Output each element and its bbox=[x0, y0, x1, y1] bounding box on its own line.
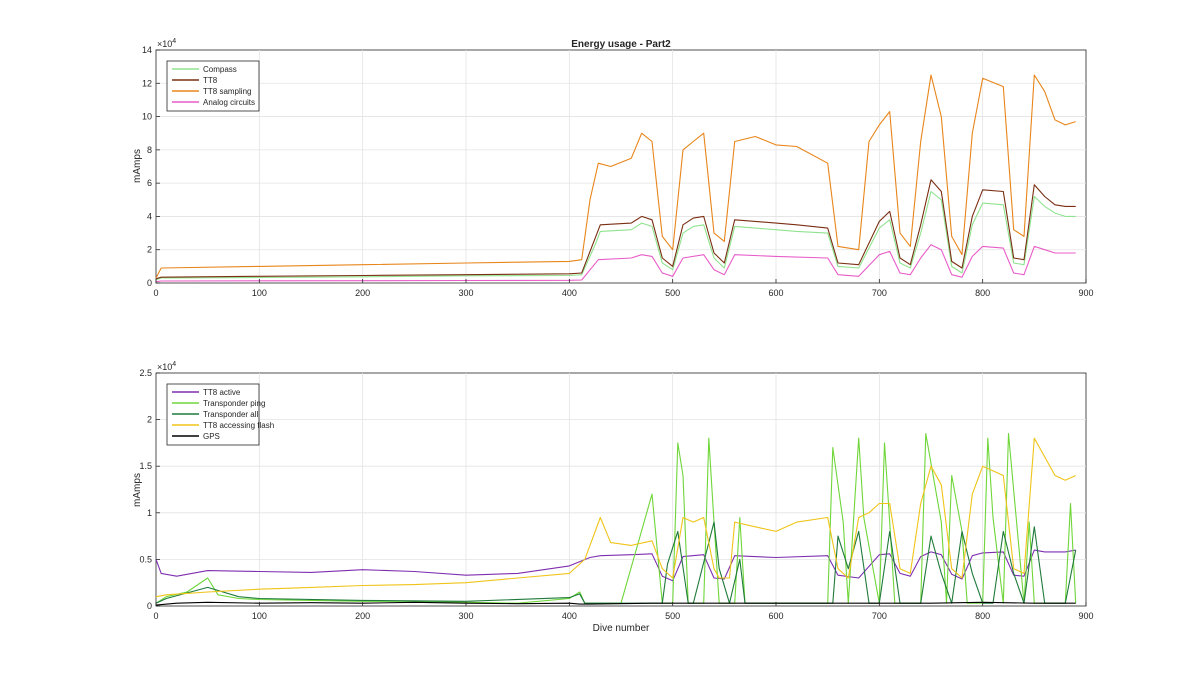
legend-label-tt8-sampling: TT8 sampling bbox=[203, 87, 251, 96]
top-y-tick-label: 14 bbox=[142, 45, 152, 55]
top-y-exponent: ×104 bbox=[157, 38, 176, 49]
bottom-x-axis-label: Dive number bbox=[593, 623, 650, 634]
top-y-tick-label: 2 bbox=[147, 245, 152, 255]
top-x-tick-label: 900 bbox=[1078, 288, 1093, 298]
bottom-y-tick-label: 1 bbox=[147, 508, 152, 518]
series-line-tt8-accessing-flash bbox=[155, 437, 1076, 598]
top-y-tick-label: 4 bbox=[147, 211, 152, 221]
top-grid bbox=[156, 50, 1086, 283]
series-line-compass bbox=[155, 190, 1076, 281]
bottom-x-tick-label: 0 bbox=[153, 611, 158, 621]
series-line-transponder-all bbox=[155, 521, 1077, 604]
bottom-x-tick-label: 400 bbox=[562, 611, 577, 621]
bottom-y-tick-label: 2 bbox=[147, 415, 152, 425]
legend-label-transponder-ping: Transponder ping bbox=[203, 399, 265, 408]
top-x-tick-label: 800 bbox=[975, 288, 990, 298]
top-x-tick-label: 200 bbox=[355, 288, 370, 298]
legend-label-gps: GPS bbox=[203, 432, 220, 441]
legend-label-transponder-all: Transponder all bbox=[203, 410, 259, 419]
bottom-y-tick-label: 2.5 bbox=[139, 368, 152, 378]
bottom-x-tick-label: 800 bbox=[975, 611, 990, 621]
bottom-x-ticks: 0 100 200 300 400 500 600 700 800 900 bbox=[153, 602, 1094, 621]
legend-label-tt8-accessing-flash: TT8 accessing flash bbox=[203, 421, 274, 430]
top-y-tick-label: 8 bbox=[147, 145, 152, 155]
bottom-x-tick-label: 300 bbox=[458, 611, 473, 621]
top-x-tick-label: 700 bbox=[872, 288, 887, 298]
top-x-tick-label: 400 bbox=[562, 288, 577, 298]
top-x-tick-label: 100 bbox=[252, 288, 267, 298]
top-axes: 0 100 200 300 400 500 600 700 800 900 0 2 4 6 8 10 12 14… bbox=[132, 38, 1094, 298]
chart-title: Energy usage - Part2 bbox=[571, 39, 671, 50]
top-plot-area bbox=[155, 49, 1087, 284]
bottom-x-tick-label: 600 bbox=[768, 611, 783, 621]
legend-label-tt8: TT8 bbox=[203, 76, 218, 85]
legend-label-compass: Compass bbox=[203, 65, 237, 74]
top-y-tick-label: 12 bbox=[142, 78, 152, 88]
bottom-x-tick-label: 700 bbox=[872, 611, 887, 621]
top-y-axis-label: mAmps bbox=[132, 149, 143, 183]
top-legend: Compass TT8 TT8 sampling Analog circuits bbox=[166, 60, 260, 112]
top-x-tick-label: 300 bbox=[458, 288, 473, 298]
top-x-tick-label: 600 bbox=[768, 288, 783, 298]
bottom-y-ticks: 0 0.5 1 1.5 2 2.5 bbox=[139, 368, 160, 611]
series-line-tt8 bbox=[155, 179, 1076, 280]
bottom-axes: 0 100 200 300 400 500 600 700 800 900 0 0.5 1 1.5 2 2.… bbox=[132, 361, 1094, 634]
bottom-x-tick-label: 500 bbox=[665, 611, 680, 621]
bottom-series bbox=[155, 433, 1077, 606]
legend-label-analog-circuits: Analog circuits bbox=[203, 98, 255, 107]
bottom-plot-area bbox=[155, 372, 1087, 607]
series-line-analog-circuits bbox=[155, 244, 1076, 283]
bottom-legend: TT8 active Transponder ping Transponder al… bbox=[166, 383, 274, 446]
series-line-gps bbox=[155, 601, 1076, 606]
bottom-y-exponent: ×104 bbox=[157, 361, 176, 372]
top-x-ticks: 0 100 200 300 400 500 600 700 800 900 bbox=[153, 279, 1094, 298]
top-y-tick-label: 0 bbox=[147, 278, 152, 288]
bottom-y-tick-label: 0 bbox=[147, 601, 152, 611]
bottom-y-tick-label: 0.5 bbox=[139, 554, 152, 564]
bottom-x-tick-label: 900 bbox=[1078, 611, 1093, 621]
top-series bbox=[155, 74, 1076, 283]
top-y-tick-label: 6 bbox=[147, 178, 152, 188]
top-y-tick-label: 10 bbox=[142, 112, 152, 122]
top-y-ticks: 0 2 4 6 8 10 12 14 bbox=[142, 45, 160, 288]
legend-label-tt8-active: TT8 active bbox=[203, 388, 241, 397]
top-x-tick-label: 500 bbox=[665, 288, 680, 298]
bottom-x-tick-label: 100 bbox=[252, 611, 267, 621]
bottom-x-tick-label: 200 bbox=[355, 611, 370, 621]
series-line-tt8-active bbox=[155, 549, 1076, 582]
series-line-tt8-sampling bbox=[155, 74, 1076, 279]
bottom-y-tick-label: 1.5 bbox=[139, 461, 152, 471]
top-x-tick-label: 0 bbox=[153, 288, 158, 298]
bottom-y-axis-label: mAmps bbox=[132, 473, 143, 507]
